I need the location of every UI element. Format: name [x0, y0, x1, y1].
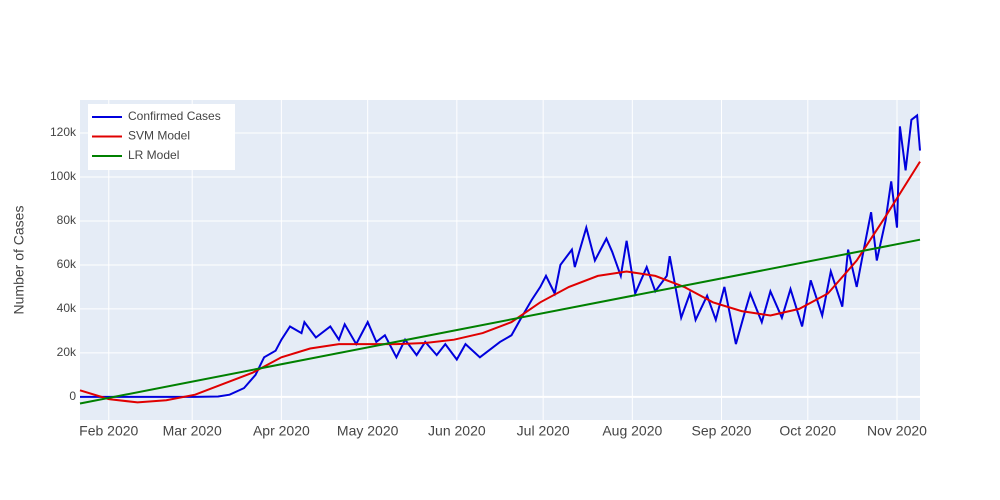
series-line	[79, 161, 921, 404]
legend: Confirmed Cases SVM Model LR Model	[88, 104, 235, 170]
x-tick-label: Jun 2020	[428, 423, 486, 439]
x-tick-label: Nov 2020	[867, 423, 927, 439]
y-tick-label: 40k	[57, 301, 77, 315]
legend-label: LR Model	[128, 148, 179, 162]
y-tick-label: 120k	[50, 125, 77, 139]
y-axis-title: Number of Cases	[11, 206, 27, 315]
y-tick-label: 60k	[57, 257, 77, 271]
y-tick-label: 100k	[50, 169, 77, 183]
x-tick-label: Aug 2020	[602, 423, 662, 439]
x-tick-label: Mar 2020	[163, 423, 222, 439]
series-line	[79, 238, 921, 405]
x-tick-label: Feb 2020	[79, 423, 138, 439]
y-tick-label: 20k	[57, 345, 77, 359]
legend-label: Confirmed Cases	[128, 109, 221, 123]
x-tick-label: May 2020	[337, 423, 399, 439]
legend-label: SVM Model	[128, 129, 190, 143]
series-line	[80, 113, 921, 398]
x-tick-label: Sep 2020	[692, 423, 752, 439]
x-tick-label: Apr 2020	[253, 423, 310, 439]
x-tick-label: Oct 2020	[779, 423, 836, 439]
y-tick-label: 80k	[57, 213, 77, 227]
y-tick-label: 0	[69, 389, 76, 403]
x-tick-label: Jul 2020	[517, 423, 570, 439]
